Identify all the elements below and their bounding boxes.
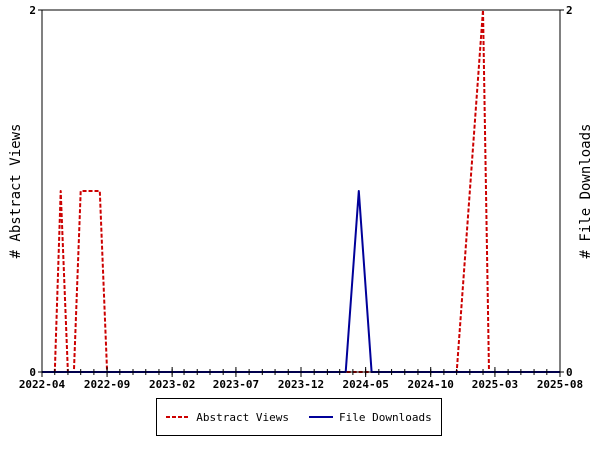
y2-tick-label: 0 [566, 366, 573, 379]
legend-label-file-downloads: File Downloads [339, 410, 432, 424]
y2-axis-label: # File Downloads [578, 124, 594, 259]
x-tick-label: 2024-05 [342, 378, 388, 391]
plot-frame [41, 9, 561, 373]
x-tick-label: 2024-10 [408, 378, 454, 391]
legend-label-abstract-views: Abstract Views [196, 410, 289, 424]
legend-item-abstract-views: Abstract Views [166, 411, 289, 424]
x-tick-label: 2023-12 [278, 378, 324, 391]
x-tick-label: 2025-03 [472, 378, 518, 391]
legend-item-file-downloads: File Downloads [309, 411, 432, 424]
x-tick-label: 2023-07 [213, 378, 259, 391]
series-layer [42, 9, 560, 373]
y-tick-label: 2 [29, 4, 36, 17]
y-tick-label: 0 [29, 366, 36, 379]
x-tick-label: 2022-04 [19, 378, 66, 391]
x-tick-label: 2023-02 [149, 378, 195, 391]
series-line-file-downloads [42, 190, 560, 373]
legend-swatch-file-downloads [309, 416, 333, 418]
y2-tick-label: 2 [566, 4, 573, 17]
series-line-abstract-views [42, 9, 560, 373]
y-axis-label: # Abstract Views [8, 124, 24, 259]
legend-swatch-abstract-views [166, 416, 191, 418]
ticks-layer: 2022-04 2022-09 2023-02 2023-07 2023-12 2024-… [19, 4, 583, 391]
x-tick-label: 2022-09 [84, 378, 130, 391]
legend: Abstract Views File Downloads [156, 398, 442, 436]
x-tick-label: 2025-08 [537, 378, 583, 391]
